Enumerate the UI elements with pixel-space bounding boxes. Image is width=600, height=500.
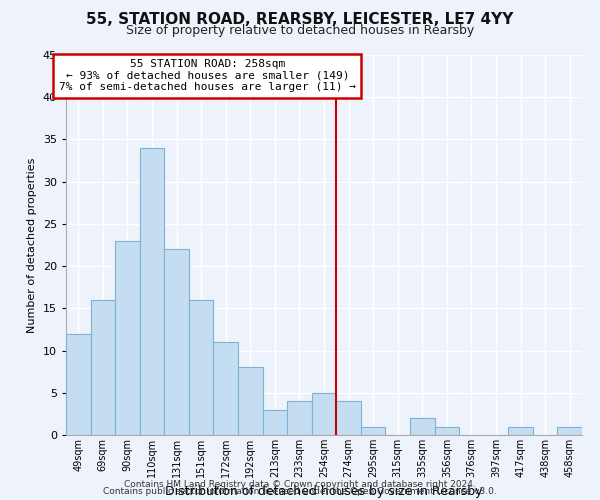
Bar: [336, 401, 361, 435]
Text: 55, STATION ROAD, REARSBY, LEICESTER, LE7 4YY: 55, STATION ROAD, REARSBY, LEICESTER, LE…: [86, 12, 514, 28]
Text: Contains HM Land Registry data © Crown copyright and database right 2024.: Contains HM Land Registry data © Crown c…: [124, 480, 476, 489]
Bar: [410, 418, 434, 435]
Bar: [164, 249, 189, 435]
Bar: [263, 410, 287, 435]
Bar: [91, 300, 115, 435]
X-axis label: Distribution of detached houses by size in Rearsby: Distribution of detached houses by size …: [165, 486, 483, 498]
Bar: [287, 401, 312, 435]
Y-axis label: Number of detached properties: Number of detached properties: [27, 158, 37, 332]
Bar: [66, 334, 91, 435]
Bar: [140, 148, 164, 435]
Bar: [312, 393, 336, 435]
Bar: [557, 426, 582, 435]
Bar: [434, 426, 459, 435]
Bar: [189, 300, 214, 435]
Bar: [214, 342, 238, 435]
Text: Size of property relative to detached houses in Rearsby: Size of property relative to detached ho…: [126, 24, 474, 37]
Bar: [361, 426, 385, 435]
Bar: [238, 368, 263, 435]
Bar: [115, 241, 140, 435]
Text: Contains public sector information licensed under the Open Government Licence v3: Contains public sector information licen…: [103, 488, 497, 496]
Bar: [508, 426, 533, 435]
Text: 55 STATION ROAD: 258sqm
← 93% of detached houses are smaller (149)
7% of semi-de: 55 STATION ROAD: 258sqm ← 93% of detache…: [59, 59, 356, 92]
